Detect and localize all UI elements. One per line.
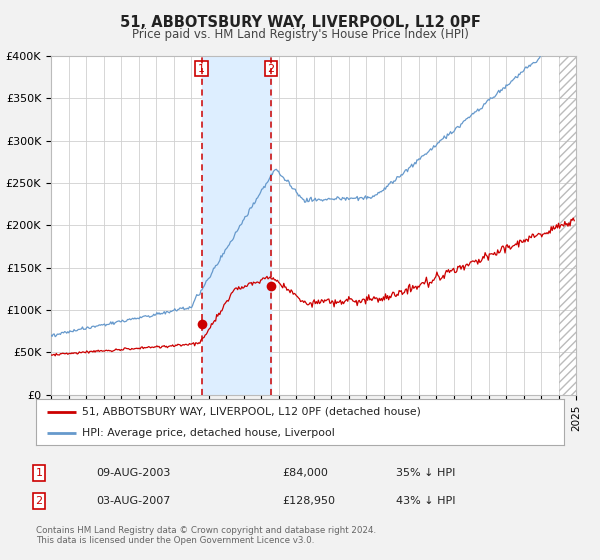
Text: 43% ↓ HPI: 43% ↓ HPI [396, 496, 455, 506]
Text: This data is licensed under the Open Government Licence v3.0.: This data is licensed under the Open Gov… [36, 536, 314, 545]
Text: 2: 2 [35, 496, 43, 506]
Text: Contains HM Land Registry data © Crown copyright and database right 2024.: Contains HM Land Registry data © Crown c… [36, 526, 376, 535]
Text: HPI: Average price, detached house, Liverpool: HPI: Average price, detached house, Live… [82, 428, 335, 438]
Text: £84,000: £84,000 [282, 468, 328, 478]
Text: 09-AUG-2003: 09-AUG-2003 [96, 468, 170, 478]
Text: £128,950: £128,950 [282, 496, 335, 506]
Text: 51, ABBOTSBURY WAY, LIVERPOOL, L12 0PF (detached house): 51, ABBOTSBURY WAY, LIVERPOOL, L12 0PF (… [82, 407, 421, 417]
Text: Price paid vs. HM Land Registry's House Price Index (HPI): Price paid vs. HM Land Registry's House … [131, 27, 469, 41]
Text: 1: 1 [35, 468, 43, 478]
Text: 1: 1 [198, 64, 205, 74]
Bar [202, 56, 271, 395]
Text: 51, ABBOTSBURY WAY, LIVERPOOL, L12 0PF: 51, ABBOTSBURY WAY, LIVERPOOL, L12 0PF [119, 15, 481, 30]
Text: 35% ↓ HPI: 35% ↓ HPI [396, 468, 455, 478]
Bar [559, 56, 576, 395]
Text: 03-AUG-2007: 03-AUG-2007 [96, 496, 170, 506]
Text: 2: 2 [268, 64, 275, 74]
